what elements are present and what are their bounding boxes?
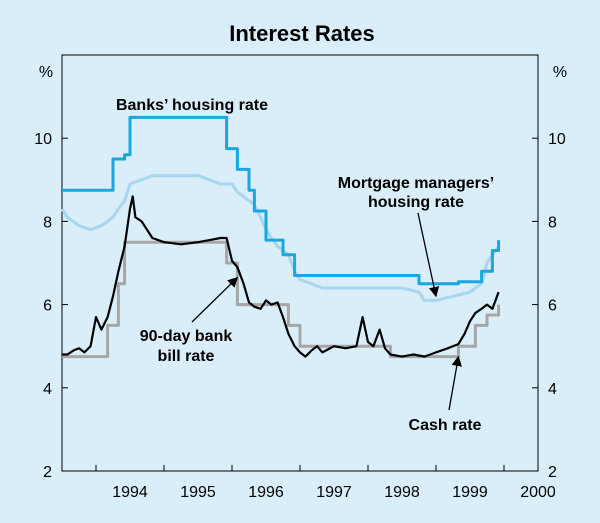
x-tick-label-1995: 1995 [180, 484, 216, 501]
x-tick-label-2000: 2000 [520, 484, 556, 501]
y-tick-label-left-10: 10 [34, 131, 52, 148]
arrow-bill-label [191, 276, 239, 323]
y-tick-label-right-4: 4 [548, 381, 557, 398]
series-line-cash [62, 240, 501, 359]
axis-ticks: 2 2 4 4 6 6 8 8 10 10 1994 1995 1996 1997 1998 1999 2000 [34, 131, 566, 501]
banks-housing-rate-label: Banks’ housing rate [116, 97, 268, 114]
y-tick-label-right-10: 10 [548, 131, 566, 148]
cash-rate-label: Cash rate [409, 417, 482, 434]
y-tick-label-right-8: 8 [548, 214, 557, 231]
annotations: Banks’ housing rate Mortgage managers’ h… [116, 97, 494, 434]
arrow-cash-label [448, 355, 462, 411]
plot-frame [61, 54, 539, 472]
x-tick-label-1997: 1997 [316, 484, 352, 501]
arrow-mortgage-label [417, 212, 440, 298]
series-line-banks [62, 115, 501, 286]
bill-rate-label-line2: bill rate [158, 348, 215, 365]
y-unit-right: % [553, 64, 567, 81]
y-tick-label-right-2: 2 [548, 464, 557, 481]
mortgage-managers-label-line2: housing rate [368, 194, 464, 211]
y-unit-left: % [39, 64, 53, 81]
series-layer [60, 115, 501, 359]
series-line-mortgage [60, 174, 500, 302]
chart-title: Interest Rates [229, 21, 375, 46]
mortgage-managers-label-line1: Mortgage managers’ [338, 175, 494, 192]
y-tick-label-left-4: 4 [43, 381, 52, 398]
plot-area [61, 54, 539, 472]
y-tick-label-left-2: 2 [43, 464, 52, 481]
x-tick-label-1998: 1998 [384, 484, 420, 501]
bill-rate-label-line1: 90-day bank [140, 328, 233, 345]
x-tick-label-1994: 1994 [112, 484, 148, 501]
x-tick-label-1996: 1996 [248, 484, 284, 501]
y-tick-label-left-6: 6 [43, 298, 52, 315]
series-line-bill [62, 195, 500, 358]
x-tick-label-1999: 1999 [452, 484, 488, 501]
y-tick-label-left-8: 8 [43, 214, 52, 231]
y-tick-label-right-6: 6 [548, 298, 557, 315]
